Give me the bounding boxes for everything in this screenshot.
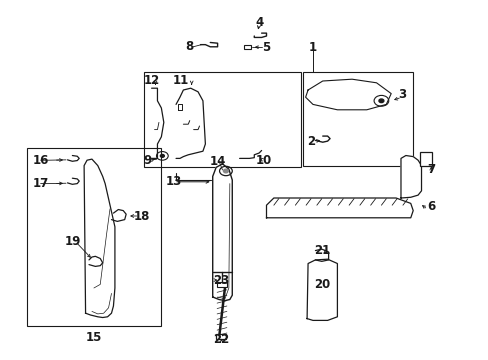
- Text: 16: 16: [32, 154, 49, 167]
- Text: 14: 14: [209, 155, 225, 168]
- Text: 13: 13: [165, 175, 182, 188]
- Text: 22: 22: [213, 333, 229, 346]
- Circle shape: [223, 169, 228, 173]
- Text: 23: 23: [213, 274, 229, 287]
- Bar: [144, 72, 300, 167]
- Text: 18: 18: [133, 210, 150, 222]
- Bar: [216, 282, 227, 287]
- Bar: [244, 45, 251, 49]
- Text: 9: 9: [143, 154, 151, 167]
- Text: 5: 5: [262, 41, 270, 54]
- Text: 8: 8: [185, 40, 193, 53]
- Bar: [215, 334, 226, 339]
- Text: 15: 15: [85, 331, 102, 344]
- Bar: [303, 72, 412, 166]
- Text: 1: 1: [308, 41, 316, 54]
- Bar: [27, 148, 161, 326]
- Polygon shape: [84, 159, 115, 318]
- Text: 19: 19: [65, 235, 81, 248]
- Circle shape: [378, 99, 383, 103]
- Text: 21: 21: [314, 244, 330, 257]
- Text: 10: 10: [255, 154, 272, 167]
- Polygon shape: [266, 198, 412, 218]
- Bar: [419, 152, 431, 166]
- Text: 4: 4: [255, 16, 263, 29]
- Text: 3: 3: [397, 88, 405, 101]
- Text: 17: 17: [32, 177, 49, 190]
- Text: 12: 12: [143, 75, 160, 87]
- Polygon shape: [400, 156, 421, 198]
- Text: 11: 11: [172, 75, 189, 87]
- Polygon shape: [305, 79, 390, 110]
- Text: 2: 2: [307, 135, 315, 148]
- Text: 6: 6: [427, 201, 434, 213]
- Text: 20: 20: [314, 278, 330, 291]
- Circle shape: [160, 154, 164, 157]
- Text: 7: 7: [427, 163, 434, 176]
- Polygon shape: [306, 259, 337, 320]
- Polygon shape: [212, 164, 232, 301]
